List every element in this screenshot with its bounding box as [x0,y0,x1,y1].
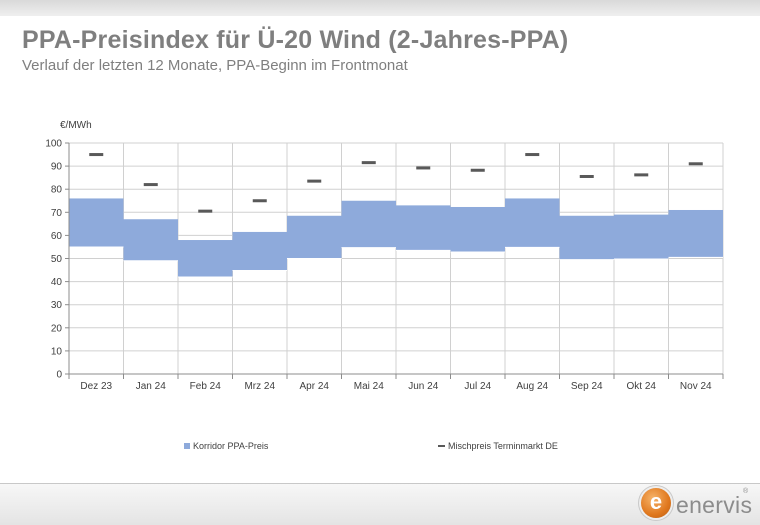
legend: Korridor PPA-Preis Mischpreis Terminmarkt… [184,441,558,451]
mix-price-marker [198,209,213,213]
page-title: PPA-Preisindex für Ü-20 Wind (2-Jahres-P… [22,26,569,54]
x-tick-label: Apr 24 [300,381,330,392]
x-tick-label: Sep 24 [571,381,603,392]
y-tick-label: 0 [56,370,62,381]
y-tick-label: 80 [51,185,63,196]
mix-price-marker [361,161,376,165]
legend-swatch-mix-price [438,445,445,447]
corridor-bar [123,219,178,261]
x-tick-label: Mrz 24 [244,381,275,392]
mix-price-marker [525,153,540,157]
mix-price-marker [579,174,594,178]
corridor-bar [668,209,723,258]
y-tick-label: 50 [51,254,63,265]
corridor-bar [232,231,287,271]
ppa-price-chart: 0 10 20 30 40 50 60 70 80 90 100 Dez 23 Jan 24 Feb 24… [45,120,724,451]
y-tick-label: 20 [51,323,63,334]
legend-label-corridor: Korridor PPA-Preis [193,441,269,451]
corridor-bar [450,206,505,253]
x-tick-label: Okt 24 [627,381,657,392]
mix-price-marker [470,168,485,172]
mix-price-marker [416,166,431,170]
corridor-bar [559,215,614,260]
logo-letter: e [649,489,663,514]
y-axis-label: €/MWh [60,120,92,131]
y-tick-label: 60 [51,231,63,242]
mix-price-markers [89,153,703,213]
x-tick-label: Nov 24 [680,381,712,392]
x-tick-label: Mai 24 [354,381,384,392]
y-tick-label: 10 [51,346,63,357]
corridor-bar [287,215,342,259]
y-tick-label: 40 [51,277,63,288]
corridor-bar [505,198,560,248]
y-tick-label: 70 [51,208,63,219]
x-tick-label: Jun 24 [408,381,438,392]
mix-price-marker [307,179,322,183]
corridor-bar [396,205,451,251]
logo-circle-icon [641,488,671,518]
y-tick-label: 100 [45,139,62,150]
page-subtitle: Verlauf der letzten 12 Monate, PPA-Begin… [22,57,408,74]
footer-band [0,483,760,525]
corridor-bar [69,198,124,247]
corridor-bars [69,198,723,278]
logo-name: enervis [676,492,753,518]
x-tick-label: Aug 24 [516,381,548,392]
axes: 0 10 20 30 40 50 60 70 80 90 100 Dez 23 Jan 24 Feb 24… [45,139,724,392]
mix-price-marker [252,199,267,203]
x-tick-label: Jan 24 [136,381,166,392]
x-tick-label: Jul 24 [464,381,491,392]
logo-registered-mark: ® [743,488,749,495]
footer-divider [0,483,760,484]
mix-price-marker [634,173,649,177]
corridor-bar [178,240,233,277]
mix-price-marker [89,153,104,157]
legend-swatch-corridor [184,443,190,449]
top-band [0,0,760,16]
y-tick-label: 30 [51,300,63,311]
corridor-bar [614,214,669,259]
x-tick-label: Dez 23 [80,381,112,392]
x-tick-label: Feb 24 [190,381,222,392]
y-tick-label: 90 [51,162,63,173]
mix-price-marker [688,162,703,166]
enervis-logo: e enervis ® [641,486,753,522]
legend-label-mix-price: Mischpreis Terminmarkt DE [448,441,558,451]
mix-price-marker [143,183,158,187]
corridor-bar [341,200,396,248]
